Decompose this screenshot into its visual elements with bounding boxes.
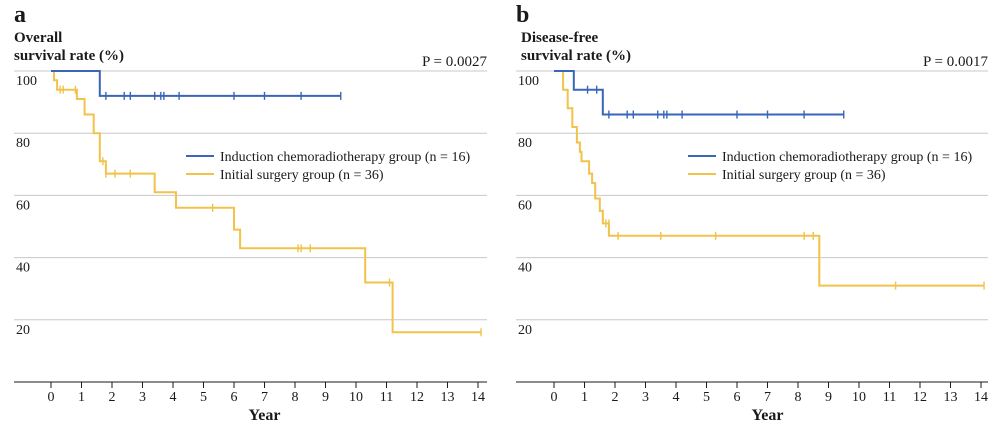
legend-label: Induction chemoradiotherapy group (n = 1… (220, 150, 470, 165)
y-axis-title-line: survival rate (%) (14, 48, 124, 64)
x-tick-label: 11 (883, 390, 896, 405)
y-tick-label: 40 (16, 261, 30, 276)
x-tick-label: 7 (764, 390, 771, 405)
x-tick-label: 3 (139, 390, 146, 405)
x-tick-label: 10 (349, 390, 363, 405)
legend-label: Initial surgery group (n = 36) (220, 168, 384, 183)
x-tick-label: 7 (261, 390, 268, 405)
x-tick-label: 1 (78, 390, 85, 405)
x-tick-label: 5 (200, 390, 207, 405)
y-tick-label: 100 (16, 74, 37, 89)
x-tick-label: 14 (471, 390, 485, 405)
x-tick-label: 9 (322, 390, 329, 405)
x-tick-label: 2 (109, 390, 116, 405)
x-tick-label: 12 (410, 390, 424, 405)
legend-label: Initial surgery group (n = 36) (722, 168, 886, 183)
p-value: P = 0.0017 (923, 54, 988, 70)
x-tick-label: 12 (913, 390, 927, 405)
p-value: P = 0.0027 (422, 54, 487, 70)
x-tick-label: 4 (673, 390, 680, 405)
x-tick-label: 9 (825, 390, 832, 405)
series-line-surgery (51, 70, 482, 334)
x-axis-title: Year (752, 407, 784, 423)
y-tick-label: 80 (518, 136, 532, 151)
legend-label: Induction chemoradiotherapy group (n = 1… (722, 150, 972, 165)
series-line-induction (51, 70, 341, 97)
x-tick-label: 0 (48, 390, 55, 405)
x-tick-label: 10 (852, 390, 866, 405)
y-axis-title-line: Disease-free (521, 30, 599, 46)
x-tick-label: 13 (441, 390, 455, 405)
y-tick-label: 20 (518, 323, 532, 338)
y-tick-label: 60 (518, 198, 532, 213)
x-tick-label: 6 (231, 390, 238, 405)
panel-letter: a (14, 2, 26, 28)
y-tick-label: 100 (518, 74, 539, 89)
x-tick-label: 3 (642, 390, 649, 405)
x-tick-label: 11 (380, 390, 393, 405)
x-tick-label: 6 (734, 390, 741, 405)
y-tick-label: 20 (16, 323, 30, 338)
y-axis-title-line: Overall (14, 30, 62, 46)
x-tick-label: 8 (292, 390, 299, 405)
x-tick-label: 0 (551, 390, 558, 405)
x-tick-label: 13 (944, 390, 958, 405)
x-tick-label: 4 (170, 390, 177, 405)
y-tick-label: 60 (16, 198, 30, 213)
x-tick-label: 8 (795, 390, 802, 405)
x-tick-label: 5 (703, 390, 710, 405)
x-tick-label: 2 (612, 390, 619, 405)
x-axis-title: Year (249, 407, 281, 423)
y-tick-label: 80 (16, 136, 30, 151)
x-tick-label: 1 (581, 390, 588, 405)
series-line-induction (554, 70, 844, 116)
x-tick-label: 14 (974, 390, 988, 405)
y-tick-label: 40 (518, 261, 532, 276)
y-axis-title-line: survival rate (%) (521, 48, 631, 64)
panel-letter: b (516, 2, 529, 28)
